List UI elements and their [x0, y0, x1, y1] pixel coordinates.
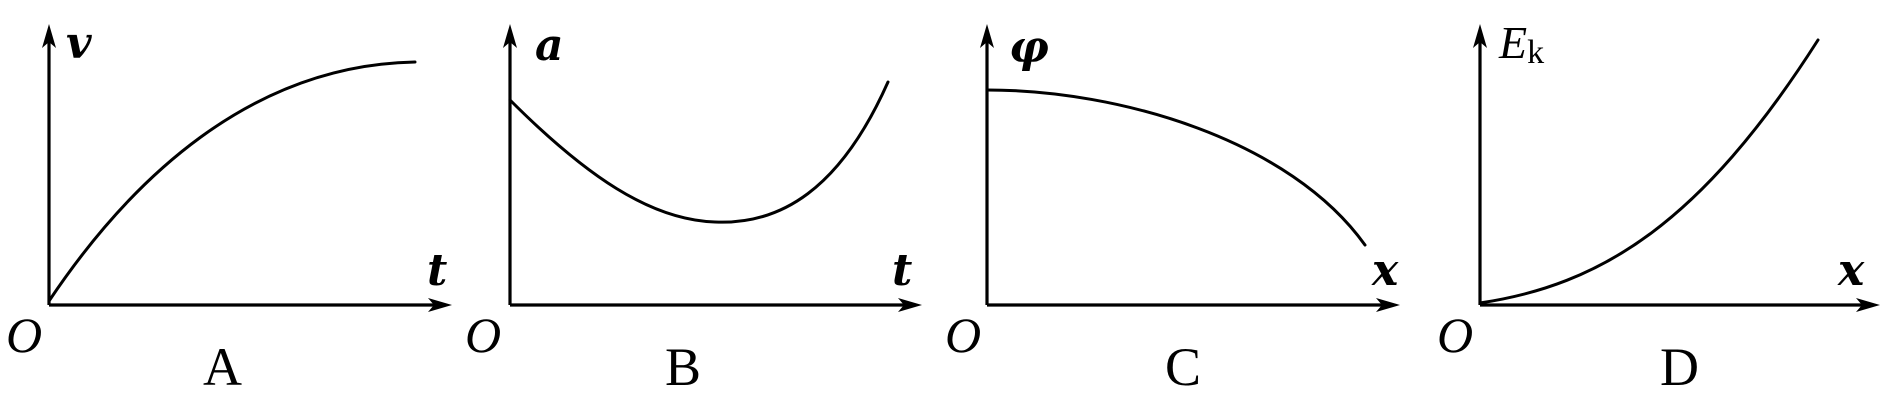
graph-c-x-label: x [1371, 245, 1399, 296]
graph-c-y-label: φ [1009, 22, 1049, 73]
graph-b-y-arrow [503, 24, 517, 48]
graph-a-curve [47, 60, 417, 303]
graph-b: a t O B [465, 20, 922, 397]
graph-d-y-label-sub: k [1527, 34, 1544, 71]
graph-b-origin: O [465, 307, 501, 363]
graph-b-y-label: a [535, 20, 564, 71]
graph-c-curve [985, 88, 1367, 247]
graph-b-x-label: t [892, 245, 912, 296]
graph-d-caption: D [1660, 337, 1699, 397]
graph-c-y-arrow [980, 24, 994, 48]
graph-d-origin: O [1437, 307, 1473, 363]
graph-c-x-arrow [1376, 298, 1400, 312]
graph-d: Ek x O D [1437, 17, 1880, 397]
graph-c-origin: O [945, 307, 981, 363]
graph-d-y-label-main: E [1498, 17, 1527, 68]
graph-d-curve [1478, 38, 1820, 305]
graph-b-caption: B [665, 337, 701, 397]
graph-b-curve [508, 80, 890, 224]
graph-d-x-arrow [1856, 298, 1880, 312]
graph-c-caption: C [1165, 337, 1201, 397]
graph-a-y-label: v [66, 18, 92, 69]
graph-a: v t O A [6, 18, 452, 397]
graph-a-origin: O [6, 307, 42, 363]
graph-b-x-arrow [898, 298, 922, 312]
graph-d-x-label: x [1837, 245, 1865, 296]
graph-a-y-arrow [42, 24, 56, 48]
graph-d-y-label: Ek [1498, 17, 1544, 71]
graph-a-x-arrow [428, 298, 452, 312]
graph-a-caption: A [203, 337, 242, 397]
graph-c: φ x O C [945, 22, 1400, 397]
graph-d-y-arrow [1473, 24, 1487, 48]
graph-a-x-label: t [427, 245, 447, 296]
